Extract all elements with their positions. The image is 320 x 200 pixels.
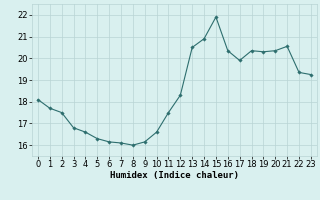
- X-axis label: Humidex (Indice chaleur): Humidex (Indice chaleur): [110, 171, 239, 180]
